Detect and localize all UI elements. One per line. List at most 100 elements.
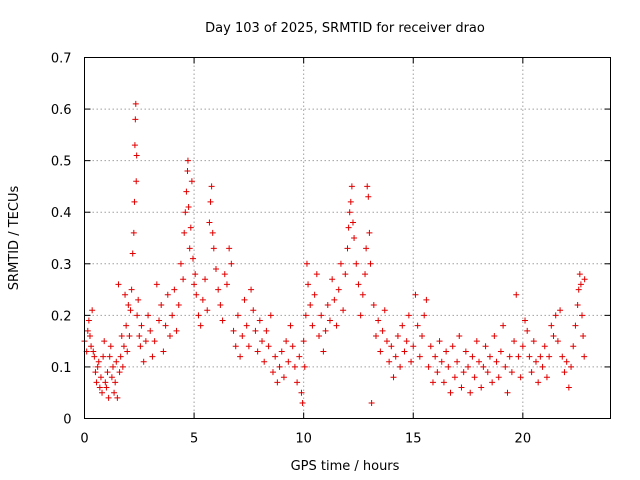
data-point [388,343,395,350]
data-point [554,338,561,345]
data-point [346,209,353,216]
data-point [447,389,454,396]
data-point [307,302,314,309]
data-point [287,322,294,329]
data-point [541,343,548,350]
data-point [469,353,476,360]
data-point [497,348,504,355]
data-point [532,358,539,365]
y-tick-label: 0.4 [51,206,72,221]
data-point [299,400,306,407]
data-point [331,296,338,303]
data-point [570,343,577,350]
data-point [113,358,120,365]
data-point [348,183,355,190]
data-point [491,332,498,339]
data-point [96,384,103,391]
data-point [131,198,138,205]
data-point [580,332,587,339]
data-point [108,374,115,381]
data-point [234,312,241,319]
data-point [136,332,143,339]
data-point [102,379,109,386]
data-point [210,245,217,252]
data-point [581,276,588,283]
plot-frame [84,57,611,419]
data-point [128,286,135,293]
data-point [140,358,147,365]
data-point [546,353,553,360]
data-point [119,363,126,370]
data-point [269,369,276,376]
data-point [267,312,274,319]
data-point [180,276,187,283]
data-point [351,235,358,241]
data-point [125,302,132,309]
data-point [188,178,195,185]
data-point [92,369,99,376]
data-point [462,348,469,355]
data-point [137,343,144,350]
data-point [134,312,141,319]
data-point [353,260,360,267]
data-point [568,363,575,370]
data-point [285,358,292,365]
data-point [368,400,375,407]
data-point [579,312,586,319]
data-points [81,100,588,407]
data-point [476,358,482,365]
data-point [423,296,430,303]
data-point [91,353,98,360]
data-point [135,296,142,303]
data-point [486,353,493,360]
data-point [261,358,268,365]
data-point [89,307,96,314]
data-point [185,204,192,211]
data-point [130,229,137,236]
data-point [219,317,226,324]
data-point [162,322,169,329]
data-point [115,281,122,288]
data-point [116,369,123,376]
data-point [526,353,533,360]
data-point [97,374,104,381]
data-point [166,332,173,339]
data-point [581,353,588,360]
data-point [301,363,308,370]
data-point [375,317,382,324]
data-point [118,332,125,339]
data-point [484,369,491,376]
data-point [419,332,426,339]
data-point [552,312,559,319]
data-point [294,379,301,386]
data-point [392,353,399,360]
data-point [272,353,279,360]
data-point [326,317,333,324]
data-point [221,271,228,278]
data-point [207,198,214,205]
data-point [342,271,349,278]
data-point [104,369,111,376]
data-point [302,312,309,319]
data-point [576,271,583,278]
data-point [186,245,193,252]
data-point [467,389,474,396]
data-point [149,353,156,360]
data-point [223,281,230,288]
data-point [522,317,529,324]
data-point [572,322,579,329]
data-point [340,307,347,314]
grid-layer [84,57,611,419]
data-point [416,353,423,360]
data-point [126,332,133,339]
data-point [574,302,581,309]
data-point [177,260,184,267]
data-point [408,358,415,365]
x-tick-label: 15 [405,432,422,447]
data-point [432,353,439,360]
data-point [427,343,434,350]
data-point [539,363,546,370]
data-point [132,116,139,123]
data-point [355,281,362,288]
data-point [206,219,213,226]
